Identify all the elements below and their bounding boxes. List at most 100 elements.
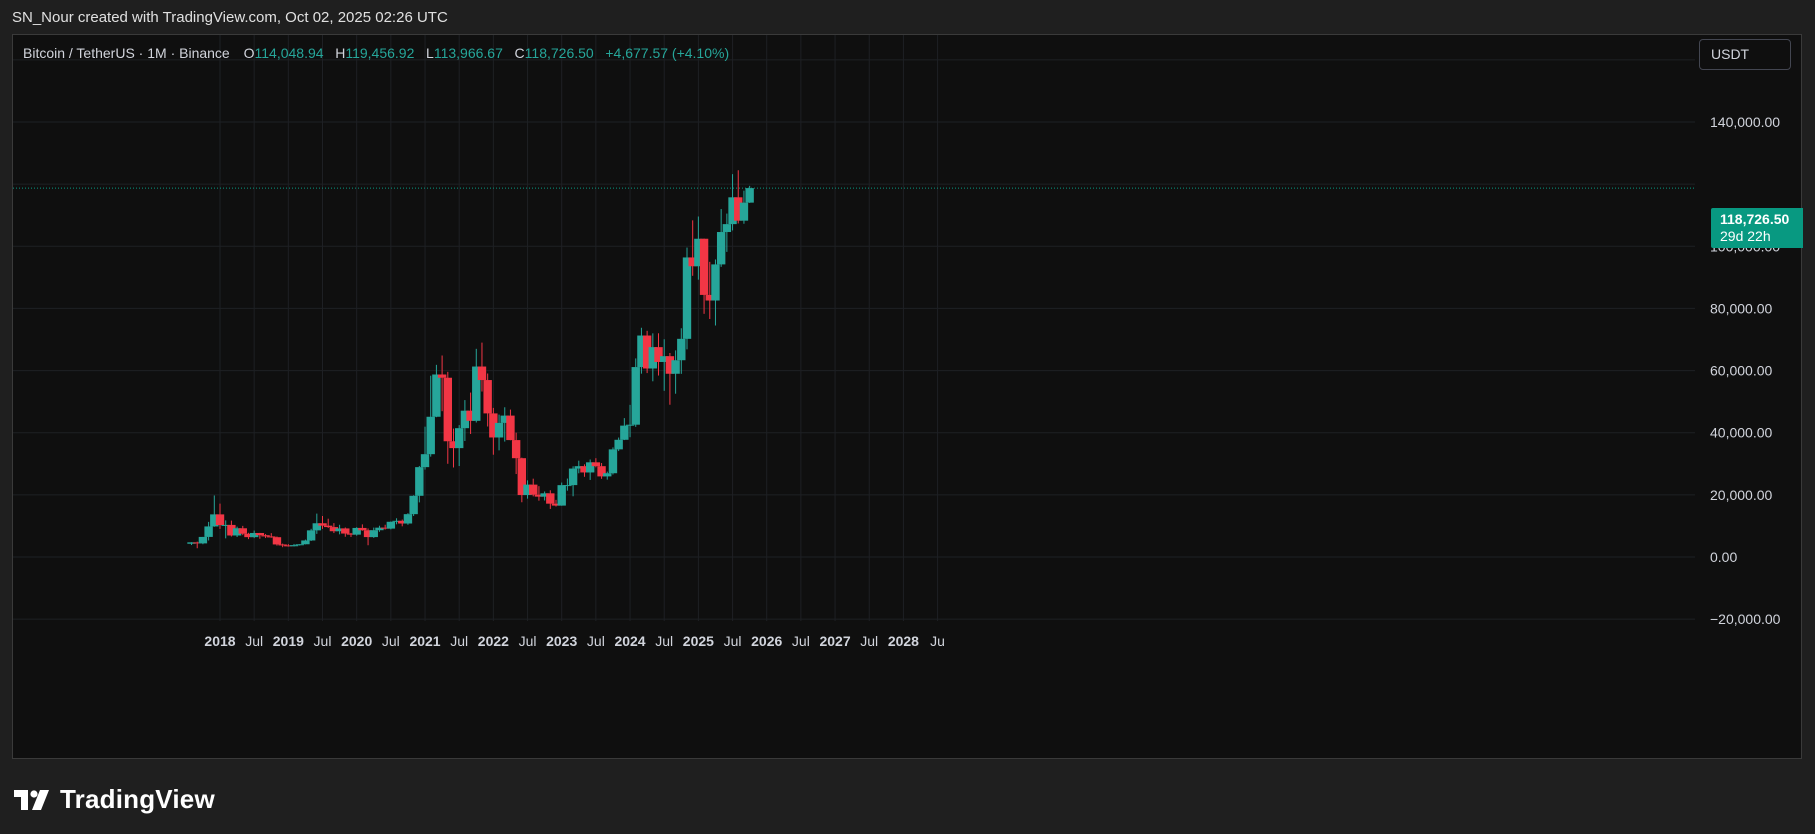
candle xyxy=(739,190,749,224)
time-axis-label: 2024 xyxy=(614,633,645,649)
candle-body xyxy=(631,367,640,425)
time-axis-label: 2027 xyxy=(819,633,850,649)
candle-body xyxy=(711,264,720,301)
candle xyxy=(660,339,669,391)
candle-body xyxy=(380,527,390,529)
candle-body xyxy=(574,466,583,469)
candle xyxy=(278,543,287,548)
candle xyxy=(563,478,572,491)
time-axis-label: Jul xyxy=(792,633,810,649)
candle-body xyxy=(620,425,629,440)
candle-body xyxy=(193,542,202,544)
candle-body xyxy=(557,485,566,506)
candle xyxy=(255,532,265,539)
candle xyxy=(716,209,726,267)
change-value: +4,677.57 (+4.10%) xyxy=(605,45,730,61)
candle xyxy=(198,536,208,545)
candle-body xyxy=(688,257,697,267)
candle-body xyxy=(591,462,601,467)
candle-body xyxy=(472,366,481,421)
candle-body xyxy=(352,527,361,535)
candle xyxy=(420,426,430,470)
candle xyxy=(722,213,732,252)
candle xyxy=(346,532,356,538)
candle-body xyxy=(489,413,498,438)
candle xyxy=(489,407,498,455)
candle-body xyxy=(745,188,754,203)
chart-attribution: SN_Nour created with TradingView.com, Oc… xyxy=(12,9,448,26)
candle-body xyxy=(255,532,265,536)
candle-body xyxy=(454,428,464,449)
candle-body xyxy=(716,232,726,265)
tradingview-logo[interactable]: TradingView xyxy=(14,784,215,815)
candle xyxy=(454,425,464,467)
candle xyxy=(324,518,333,529)
candle xyxy=(705,261,714,319)
candle xyxy=(306,528,316,541)
candle xyxy=(734,170,743,224)
candle xyxy=(187,542,196,546)
candle-body xyxy=(375,527,384,531)
candle-body xyxy=(227,524,236,536)
candle-body xyxy=(272,537,282,545)
candle xyxy=(677,328,686,374)
candle xyxy=(523,480,532,499)
low-value: 113,966.67 xyxy=(433,45,503,61)
candle-body xyxy=(551,503,561,506)
candle-body xyxy=(335,528,344,532)
candle-body xyxy=(278,544,287,546)
candle-body xyxy=(682,257,692,339)
price-axis: 140,000.00100,000.0080,000.0060,000.0040… xyxy=(1710,114,1781,627)
candle xyxy=(398,519,407,527)
candle-body xyxy=(369,530,378,538)
time-axis-label: 2021 xyxy=(409,633,440,649)
candle xyxy=(699,238,709,314)
currency-button[interactable]: USDT xyxy=(1699,39,1791,70)
price-axis-label: 0.00 xyxy=(1710,549,1737,565)
candle xyxy=(620,418,629,441)
candle-body xyxy=(705,294,714,301)
candle-body xyxy=(244,533,253,538)
candle xyxy=(472,348,481,423)
candle xyxy=(426,375,435,457)
candle-body xyxy=(494,422,504,438)
candle-body xyxy=(318,523,327,526)
candle-body xyxy=(728,197,737,225)
candle xyxy=(511,432,521,475)
time-axis-label: 2022 xyxy=(478,633,509,649)
candle-body xyxy=(585,462,595,473)
candle-body xyxy=(324,525,333,528)
time-axis-label: 2023 xyxy=(546,633,577,649)
candle xyxy=(494,414,504,451)
candle xyxy=(460,400,470,442)
candle xyxy=(409,495,418,517)
chart-pane[interactable]: 140,000.00100,000.0080,000.0060,000.0040… xyxy=(12,34,1803,759)
candle xyxy=(358,524,367,531)
time-axis-label: Jul xyxy=(655,633,673,649)
candle xyxy=(517,457,527,503)
price-axis-label: 60,000.00 xyxy=(1710,363,1772,379)
time-axis-label: Ju xyxy=(930,633,945,649)
symbol-legend: Bitcoin / TetherUS · 1M · Binance O114,0… xyxy=(23,45,729,61)
candle-body xyxy=(398,520,407,524)
candle xyxy=(506,409,515,441)
candle xyxy=(608,447,618,475)
candle-body xyxy=(694,238,703,267)
time-axis-label: 2025 xyxy=(683,633,714,649)
time-axis-label: Jul xyxy=(314,633,332,649)
candle xyxy=(437,355,447,412)
candle xyxy=(375,525,384,532)
candle-body xyxy=(603,473,612,477)
time-axis-label: 2028 xyxy=(888,633,919,649)
candle-body xyxy=(198,536,208,544)
candle xyxy=(694,216,703,280)
candle xyxy=(551,499,561,507)
candle-body xyxy=(386,521,396,529)
close-label: C xyxy=(514,45,525,61)
time-axis-label: 2018 xyxy=(204,633,235,649)
candle xyxy=(369,527,378,538)
time-axis-label: Jul xyxy=(724,633,742,649)
symbol-name[interactable]: Bitcoin / TetherUS · 1M · Binance xyxy=(23,45,230,61)
candle-body xyxy=(346,533,356,535)
price-axis-label: −20,000.00 xyxy=(1710,611,1781,627)
